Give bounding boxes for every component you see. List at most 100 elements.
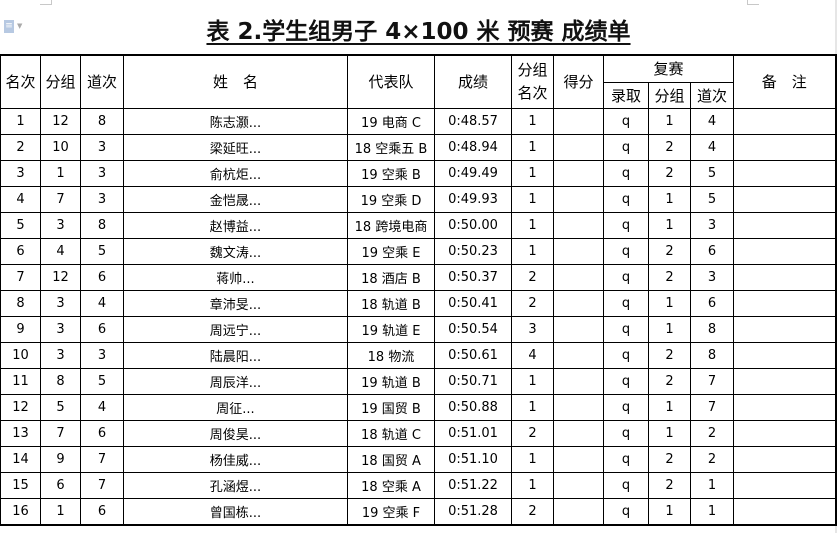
- cell-team: 19 空乘 F: [347, 497, 435, 525]
- cell-name: 蒋帅...: [123, 263, 348, 291]
- header-semi-group: 分组: [648, 81, 691, 109]
- cell-remarks: [733, 133, 836, 161]
- cell-name: 魏文涛...: [123, 237, 348, 265]
- cell-lane: 3: [80, 159, 124, 187]
- table-row: 3 1 3 俞杭炬... 19 空乘 B 0:49.49 1 q 2 5: [0, 159, 836, 187]
- cell-group-rank: 1: [511, 107, 554, 135]
- cell-admit: q: [603, 315, 649, 343]
- cell-name: 孔涵煜...: [123, 471, 348, 499]
- cell-score: [553, 367, 604, 395]
- cell-team: 19 电商 C: [347, 107, 435, 135]
- cell-group: 7: [40, 419, 81, 447]
- cell-result: 0:50.71: [434, 367, 512, 395]
- cell-remarks: [733, 237, 836, 265]
- cell-admit: q: [603, 497, 649, 525]
- table-row: 16 1 6 曾国栋... 19 空乘 F 0:51.28 2 q 1 1: [0, 497, 836, 525]
- cell-name: 梁延旺...: [123, 133, 348, 161]
- cell-rank: 2: [0, 133, 41, 161]
- cell-group: 8: [40, 367, 81, 395]
- cell-group: 6: [40, 471, 81, 499]
- cell-score: [553, 185, 604, 213]
- table-row: 8 3 4 章沛旻... 18 轨道 B 0:50.41 2 q 1 6: [0, 289, 836, 317]
- cell-lane: 5: [80, 367, 124, 395]
- table-row: 6 4 5 魏文涛... 19 空乘 E 0:50.23 1 q 2 6: [0, 237, 836, 265]
- cell-rank: 8: [0, 289, 41, 317]
- title-text: 表 2.学生组男子 4×100 米 预赛 成绩单: [206, 19, 631, 45]
- cell-semi-lane: 4: [690, 133, 734, 161]
- cell-name: 章沛旻...: [123, 289, 348, 317]
- cell-team: 19 空乘 B: [347, 159, 435, 187]
- cell-result: 0:50.41: [434, 289, 512, 317]
- cell-remarks: [733, 419, 836, 447]
- cell-group: 12: [40, 107, 81, 135]
- cell-score: [553, 419, 604, 447]
- cell-lane: 3: [80, 133, 124, 161]
- header-lane: 道次: [80, 54, 124, 109]
- cell-team: 18 国贸 A: [347, 445, 435, 473]
- cell-group-rank: 1: [511, 471, 554, 499]
- cell-lane: 6: [80, 263, 124, 291]
- cell-result: 0:49.49: [434, 159, 512, 187]
- cell-group: 5: [40, 393, 81, 421]
- cell-admit: q: [603, 159, 649, 187]
- page-title: 表 2.学生组男子 4×100 米 预赛 成绩单: [0, 12, 837, 46]
- cell-semi-group: 1: [648, 107, 691, 135]
- cell-score: [553, 237, 604, 265]
- cell-group-rank: 2: [511, 263, 554, 291]
- cell-group-rank: 1: [511, 393, 554, 421]
- header-rank: 名次: [0, 54, 41, 109]
- cell-team: 19 国贸 B: [347, 393, 435, 421]
- header-semifinal: 复赛: [603, 54, 734, 83]
- cell-team: 19 轨道 E: [347, 315, 435, 343]
- table-row: 5 3 8 赵博益... 18 跨境电商 0:50.00 1 q 1 3: [0, 211, 836, 239]
- cell-rank: 1: [0, 107, 41, 135]
- cell-semi-lane: 1: [690, 497, 734, 525]
- cell-rank: 6: [0, 237, 41, 265]
- cell-group: 3: [40, 315, 81, 343]
- cell-admit: q: [603, 211, 649, 239]
- cell-semi-lane: 5: [690, 159, 734, 187]
- table-row: 15 6 7 孔涵煜... 18 空乘 A 0:51.22 1 q 2 1: [0, 471, 836, 499]
- cell-admit: q: [603, 393, 649, 421]
- cell-semi-lane: 5: [690, 185, 734, 213]
- cell-remarks: [733, 107, 836, 135]
- cell-semi-group: 2: [648, 367, 691, 395]
- page-corner-mark: [747, 0, 759, 5]
- table-row: 4 7 3 金恺晟... 19 空乘 D 0:49.93 1 q 1 5: [0, 185, 836, 213]
- table-row: 12 5 4 周征... 19 国贸 B 0:50.88 1 q 1 7: [0, 393, 836, 421]
- cell-name: 陈志灏...: [123, 107, 348, 135]
- cell-group-rank: 3: [511, 315, 554, 343]
- cell-group-rank: 1: [511, 211, 554, 239]
- cell-rank: 9: [0, 315, 41, 343]
- cell-remarks: [733, 445, 836, 473]
- cell-semi-lane: 8: [690, 341, 734, 369]
- cell-result: 0:51.22: [434, 471, 512, 499]
- table-row: 10 3 3 陆晨阳... 18 物流 0:50.61 4 q 2 8: [0, 341, 836, 369]
- cell-score: [553, 133, 604, 161]
- cell-remarks: [733, 497, 836, 525]
- cell-group-rank: 1: [511, 159, 554, 187]
- cell-group: 3: [40, 211, 81, 239]
- cell-team: 19 空乘 E: [347, 237, 435, 265]
- cell-result: 0:50.54: [434, 315, 512, 343]
- cell-semi-group: 1: [648, 315, 691, 343]
- cell-group-rank: 4: [511, 341, 554, 369]
- cell-remarks: [733, 211, 836, 239]
- cell-score: [553, 471, 604, 499]
- cell-rank: 15: [0, 471, 41, 499]
- cell-score: [553, 289, 604, 317]
- cell-remarks: [733, 315, 836, 343]
- document-icon[interactable]: ≡: [4, 20, 14, 33]
- cell-rank: 11: [0, 367, 41, 395]
- cell-lane: 7: [80, 471, 124, 499]
- cell-semi-lane: 2: [690, 445, 734, 473]
- cell-semi-lane: 2: [690, 419, 734, 447]
- cell-semi-group: 1: [648, 211, 691, 239]
- cell-group-rank: 1: [511, 367, 554, 395]
- cell-group-rank: 1: [511, 185, 554, 213]
- cell-result: 0:49.93: [434, 185, 512, 213]
- chevron-down-icon[interactable]: ▼: [17, 22, 23, 30]
- cell-lane: 7: [80, 445, 124, 473]
- page-corner-mark: [40, 0, 52, 5]
- header-team: 代表队: [347, 54, 435, 109]
